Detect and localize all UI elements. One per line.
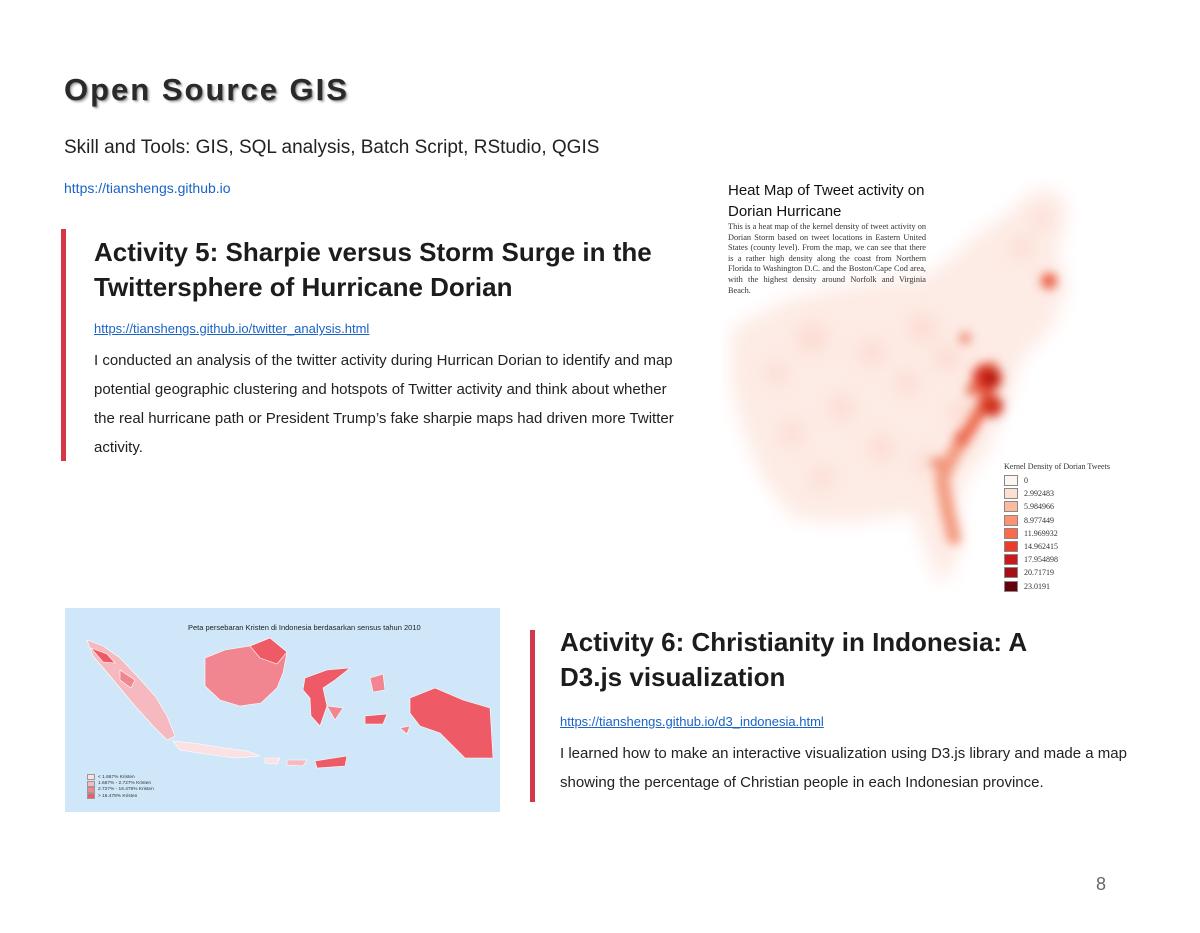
indonesia-map-image: Peta persebaran Kristen di Indonesia ber…: [65, 608, 500, 812]
heatmap-title: Heat Map of Tweet activity on Dorian Hur…: [728, 182, 925, 220]
legend-item: 14.962415: [1004, 540, 1129, 553]
indonesia-legend-label: > 16.478% Kristen: [98, 793, 138, 799]
legend-swatch: [1004, 501, 1018, 513]
indonesia-legend-item: 2.727% - 16.478% Kristen: [87, 786, 154, 793]
activity6-link[interactable]: https://tianshengs.github.io/d3_indonesi…: [560, 714, 824, 729]
portfolio-link[interactable]: https://tianshengs.github.io: [64, 180, 231, 196]
heatmap-legend-title: Kernel Density of Dorian Tweets: [1004, 462, 1110, 471]
legend-swatch: [1004, 488, 1018, 500]
legend-swatch: [1004, 541, 1018, 553]
indonesia-legend-item: 1.667% - 2.727% Kristen: [87, 780, 154, 787]
indonesia-map-title: Peta persebaran Kristen di Indonesia ber…: [188, 623, 421, 632]
activity5-title: Activity 5: Sharpie versus Storm Surge i…: [94, 237, 652, 302]
activity6-description: I learned how to make an interactive vis…: [560, 745, 1127, 791]
legend-label: 14.962415: [1024, 542, 1058, 552]
legend-swatch: [1004, 554, 1018, 566]
indonesia-legend-swatch: [87, 780, 95, 787]
page-number: 8: [1095, 874, 1106, 894]
activity5-link[interactable]: https://tianshengs.github.io/twitter_ana…: [94, 321, 370, 336]
legend-label: 20.71719: [1024, 568, 1054, 578]
activity5-accent-bar: [61, 229, 66, 461]
activity6-accent-bar: [530, 630, 535, 802]
page-title: Open Source GIS: [64, 72, 349, 107]
legend-label: 17.954898: [1024, 555, 1058, 565]
indonesia-map-legend: < 1.667% Kristen 1.667% - 2.727% Kristen 2…: [87, 774, 154, 800]
legend-item: 8.977449: [1004, 514, 1129, 527]
heatmap-legend: Kernel Density of Dorian Tweets 0 2.99248…: [1004, 462, 1129, 593]
indonesia-legend-label: 1.667% - 2.727% Kristen: [98, 781, 152, 787]
legend-swatch: [1004, 580, 1018, 592]
indonesia-legend-label: 2.727% - 16.478% Kristen: [98, 787, 154, 793]
legend-item: 20.71719: [1004, 566, 1129, 579]
activity5-block: Activity 5: Sharpie versus Storm Surge i…: [94, 235, 674, 462]
indonesia-legend-item: > 16.478% Kristen: [87, 793, 154, 800]
indonesia-legend-item: < 1.667% Kristen: [87, 774, 154, 781]
legend-item: 23.0191: [1004, 580, 1129, 593]
heatmap-figure: Heat Map of Tweet activity on Dorian Hur…: [722, 178, 1132, 593]
legend-label: 8.977449: [1024, 515, 1054, 525]
legend-item: 2.992483: [1004, 487, 1129, 500]
legend-swatch: [1004, 514, 1018, 526]
heatmap-note: This is a heat map of the kernel density…: [728, 222, 926, 295]
heatmap-image: [730, 188, 1067, 583]
legend-label: 23.0191: [1024, 581, 1050, 591]
legend-label: 5.984966: [1024, 502, 1054, 512]
activity5-description: I conducted an analysis of the twitter a…: [94, 352, 674, 456]
indonesia-islands: [86, 637, 494, 769]
legend-label: 0: [1024, 476, 1028, 486]
legend-item: 5.984966: [1004, 500, 1129, 513]
legend-label: 11.969932: [1024, 528, 1058, 538]
indonesia-legend-swatch: [87, 786, 95, 793]
legend-item: 17.954898: [1004, 553, 1129, 566]
indonesia-legend-swatch: [87, 774, 95, 781]
legend-swatch: [1004, 567, 1018, 579]
legend-swatch: [1004, 527, 1018, 539]
legend-label: 2.992483: [1024, 489, 1054, 499]
activity6-block: Activity 6: Christianity in Indonesia: A…: [560, 625, 1140, 797]
indonesia-legend-swatch: [87, 793, 95, 800]
legend-swatch: [1004, 475, 1018, 487]
skills-text: Skill and Tools: GIS, SQL analysis, Batc…: [64, 137, 600, 158]
activity6-title: Activity 6: Christianity in Indonesia: A…: [560, 627, 1027, 692]
legend-item: 0: [1004, 474, 1129, 487]
indonesia-legend-label: < 1.667% Kristen: [98, 774, 135, 780]
legend-item: 11.969932: [1004, 527, 1129, 540]
